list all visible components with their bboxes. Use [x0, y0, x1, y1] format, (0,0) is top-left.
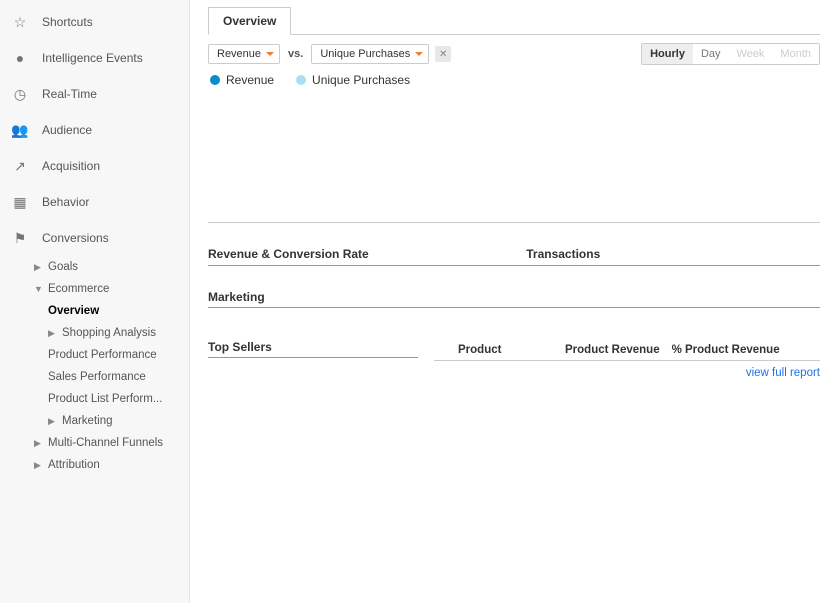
subnav-attribution[interactable]: ▶Attribution: [26, 454, 189, 476]
time-granularity-toggle: HourlyDayWeekMonth: [641, 43, 820, 65]
subnav-marketing[interactable]: ▶Marketing: [40, 410, 189, 432]
th-product-revenue[interactable]: Product Revenue: [528, 340, 665, 361]
marketing-header: Marketing: [208, 290, 820, 308]
section-headers: Revenue & Conversion Rate Transactions: [208, 243, 820, 266]
view-full-report-link[interactable]: view full report: [746, 367, 820, 379]
metric-controls: Revenue vs. Unique Purchases ✕ HourlyDay…: [208, 43, 820, 65]
legend-dot-purchases: [296, 75, 306, 85]
subnav-product-performance[interactable]: Product Performance: [40, 344, 189, 366]
nav-behavior[interactable]: ▦Behavior: [0, 184, 189, 220]
metric2-dropdown[interactable]: Unique Purchases: [311, 44, 429, 64]
timeseries-chart[interactable]: [208, 93, 820, 223]
time-toggle-day[interactable]: Day: [693, 44, 729, 64]
vs-label: vs.: [288, 48, 303, 60]
chart-legend: Revenue Unique Purchases: [210, 73, 820, 87]
nav-icon: ▦: [12, 194, 28, 210]
legend-dot-revenue: [210, 75, 220, 85]
subnav-goals[interactable]: ▶Goals: [26, 256, 189, 278]
th-pct-revenue[interactable]: % Product Revenue: [666, 340, 820, 361]
time-toggle-month: Month: [772, 44, 819, 64]
nav-conversions[interactable]: ⚑Conversions: [0, 220, 189, 256]
subnav-multichannel[interactable]: ▶Multi-Channel Funnels: [26, 432, 189, 454]
legend-item-revenue: Revenue: [210, 73, 274, 87]
top-sellers-header: Top Sellers: [208, 340, 418, 358]
nav-icon: ◷: [12, 86, 28, 102]
nav-acquisition[interactable]: ↗Acquisition: [0, 148, 189, 184]
subnav-sales-performance[interactable]: Sales Performance: [40, 366, 189, 388]
top-sellers-panel: Top Sellers: [208, 340, 418, 379]
section-transactions: Transactions: [526, 243, 600, 265]
section-rev-conv: Revenue & Conversion Rate: [208, 243, 526, 265]
nav-icon: ●: [12, 50, 28, 66]
subnav-product-list[interactable]: Product List Perform...: [40, 388, 189, 410]
sidebar: ☆Shortcuts●Intelligence Events◷Real-Time…: [0, 0, 190, 603]
time-toggle-week: Week: [729, 44, 773, 64]
nav-icon: ↗: [12, 158, 28, 174]
nav-audience[interactable]: 👥Audience: [0, 112, 189, 148]
product-table: Product Product Revenue % Product Revenu…: [434, 340, 820, 379]
tab-bar: Overview: [208, 6, 820, 35]
nav-icon: ⚑: [12, 230, 28, 246]
subnav-ecommerce[interactable]: ▼Ecommerce: [26, 278, 189, 300]
legend-item-purchases: Unique Purchases: [296, 73, 410, 87]
th-product[interactable]: Product: [434, 340, 528, 361]
nav-icon: 👥: [12, 122, 28, 138]
conversions-subnav: ▶Goals ▼Ecommerce Overview ▶Shopping Ana…: [0, 256, 189, 476]
metric1-dropdown[interactable]: Revenue: [208, 44, 280, 64]
nav-shortcuts[interactable]: ☆Shortcuts: [0, 4, 189, 40]
nav-icon: ☆: [12, 14, 28, 30]
time-toggle-hourly[interactable]: Hourly: [642, 44, 693, 64]
clear-comparison-button[interactable]: ✕: [435, 46, 451, 62]
subnav-overview[interactable]: Overview: [40, 300, 189, 322]
nav-real-time[interactable]: ◷Real-Time: [0, 76, 189, 112]
main-content: Overview Revenue vs. Unique Purchases ✕ …: [190, 0, 830, 603]
subnav-shopping[interactable]: ▶Shopping Analysis: [40, 322, 189, 344]
nav-intelligence-events[interactable]: ●Intelligence Events: [0, 40, 189, 76]
tab-overview[interactable]: Overview: [208, 7, 291, 35]
